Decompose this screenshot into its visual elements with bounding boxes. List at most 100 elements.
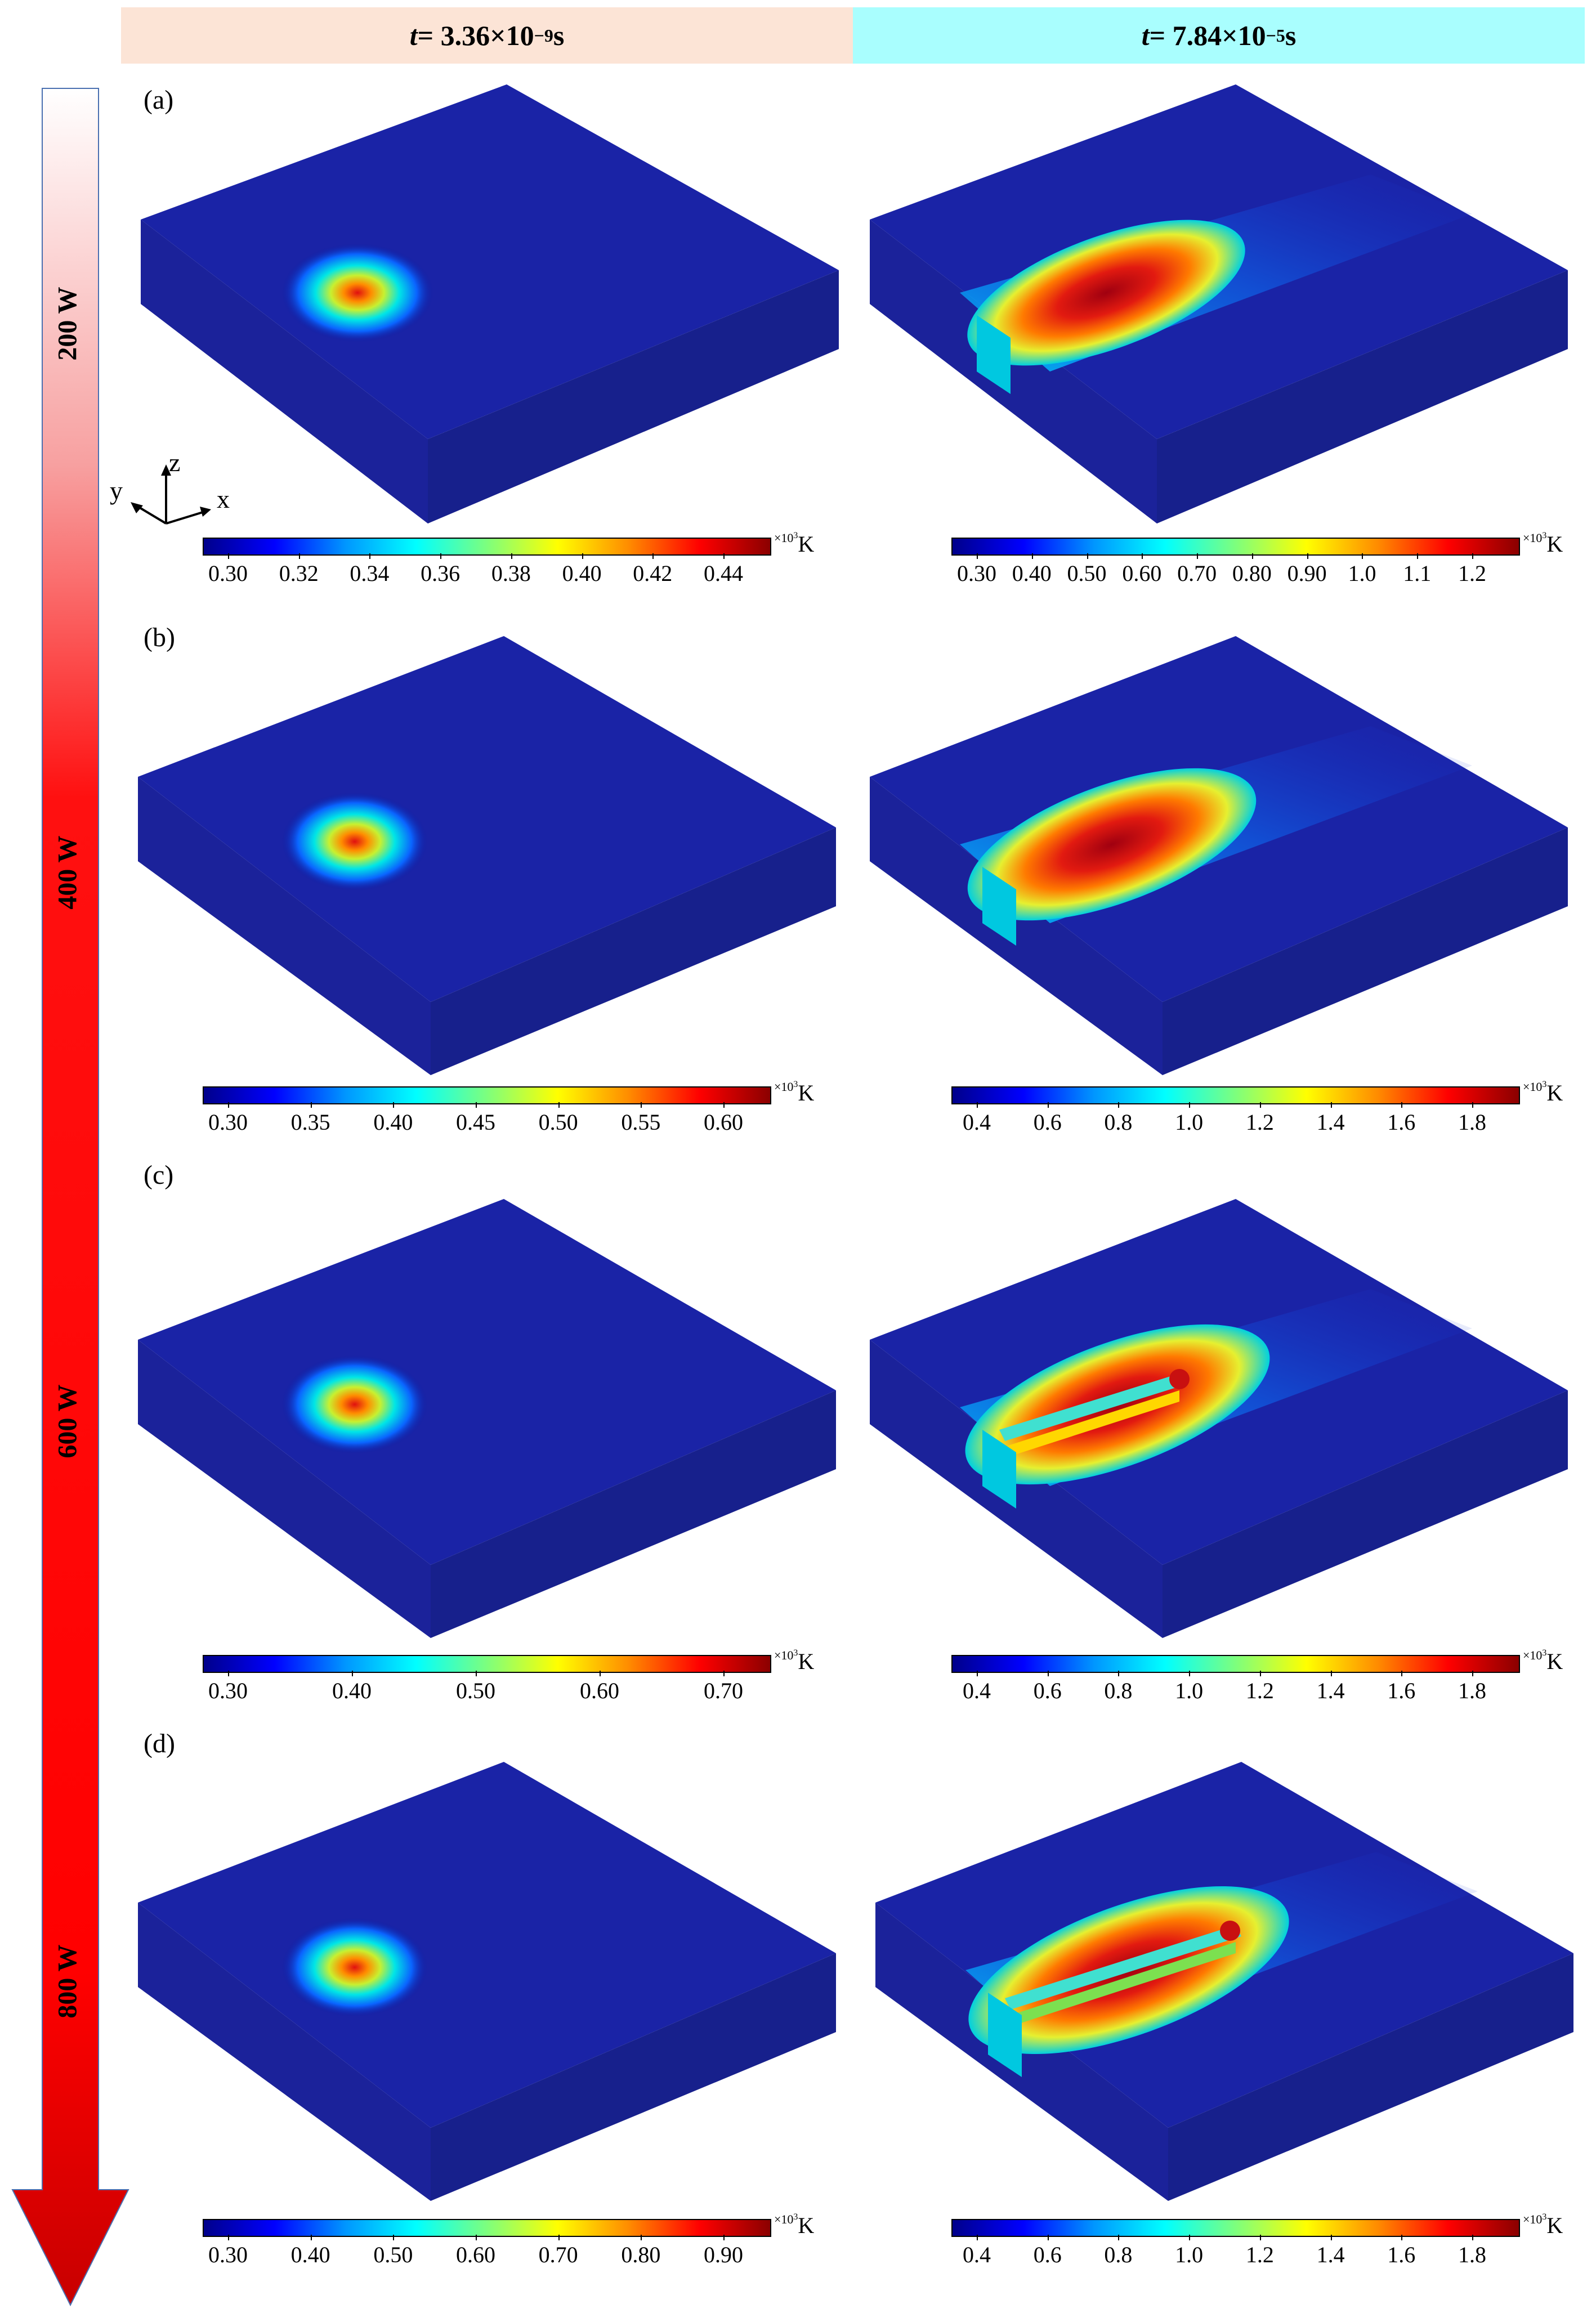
colorbar-unit: ×103K xyxy=(774,1080,815,1106)
colorbar-tick-mark xyxy=(440,553,442,559)
colorbar-tick-label: 0.50 xyxy=(456,1678,495,1703)
block-d-late xyxy=(875,1762,1573,2201)
colorbar-tick-mark xyxy=(310,1102,312,1108)
colorbar-tick-label: 0.4 xyxy=(963,1678,991,1703)
colorbar-tick-mark xyxy=(558,2235,560,2240)
colorbar-b-right: 0.4 0.6 0.8 1.0 1.2 1.4 1.6 1.8 ×103K xyxy=(951,1080,1563,1135)
axis-z-label: z xyxy=(169,448,181,477)
colorbar-tick-label: 0.38 xyxy=(491,561,531,586)
header-right-time: t = 7.84×10 −5 s xyxy=(853,7,1585,64)
colorbar-tick-label: 0.60 xyxy=(456,2242,495,2267)
colorbar-tick-label: 0.50 xyxy=(373,2242,413,2267)
colorbar-gradient xyxy=(951,1086,1520,1104)
colorbar-tick-label: 1.2 xyxy=(1245,1678,1274,1703)
colorbar-tick-label: 1.0 xyxy=(1175,2242,1204,2267)
colorbar-tick-mark xyxy=(1189,1671,1191,1676)
colorbar-tick-label: 1.2 xyxy=(1245,2242,1274,2267)
colorbar-tick-label: 0.45 xyxy=(456,1109,495,1135)
colorbar-tick-label: 0.35 xyxy=(290,1109,330,1135)
colorbar-tick-mark xyxy=(558,1102,560,1108)
colorbar-unit: ×103K xyxy=(1523,2212,1563,2238)
colorbar-tick-mark xyxy=(393,1102,395,1108)
colorbar-tick-label: 1.4 xyxy=(1316,2242,1345,2267)
colorbar-tick-mark xyxy=(977,553,978,559)
colorbar-tick-label: 0.4 xyxy=(963,1109,991,1135)
colorbar-gradient xyxy=(203,538,771,556)
colorbar-unit: ×103K xyxy=(1523,531,1563,557)
panel-label-b: (b) xyxy=(144,623,175,652)
colorbar-tick-mark xyxy=(1417,553,1419,559)
colorbar-tick-mark xyxy=(476,1102,477,1108)
colorbar-tick-mark xyxy=(393,2235,395,2240)
power-text-400: 400 W xyxy=(52,835,83,910)
colorbar-tick-label: 1.1 xyxy=(1403,561,1432,586)
colorbar-tick-mark xyxy=(1330,2235,1332,2240)
colorbar-unit: ×103K xyxy=(774,1648,815,1674)
colorbar-tick-mark xyxy=(1401,1102,1403,1108)
colorbar-tick-label: 0.6 xyxy=(1033,1109,1062,1135)
colorbar-tick-mark xyxy=(641,2235,642,2240)
power-text-600: 600 W xyxy=(52,1384,83,1458)
colorbar-tick-label: 1.4 xyxy=(1316,1678,1345,1703)
block-b-early xyxy=(138,636,836,1075)
colorbar-tick-mark xyxy=(1142,553,1143,559)
colorbar-gradient xyxy=(203,1655,771,1673)
colorbar-tick-label: 1.8 xyxy=(1458,2242,1486,2267)
header-left-exp: −9 xyxy=(534,25,553,46)
colorbar-tick-mark xyxy=(1087,553,1088,559)
colorbar-tick-label: 0.90 xyxy=(1287,561,1327,586)
colorbar-tick-label: 1.2 xyxy=(1245,1109,1274,1135)
block-c-early xyxy=(138,1199,836,1638)
colorbar-tick-mark xyxy=(1472,553,1473,559)
colorbar-tick-mark xyxy=(1197,553,1199,559)
colorbar-unit: ×103K xyxy=(774,2212,815,2238)
colorbar-tick-label: 1.6 xyxy=(1387,1109,1416,1135)
colorbar-tick-mark xyxy=(298,553,300,559)
block-b-late xyxy=(870,636,1568,1075)
colorbar-gradient xyxy=(951,538,1520,556)
colorbar-tick-mark xyxy=(1047,1671,1049,1676)
colorbar-c-right: 0.4 0.6 0.8 1.0 1.2 1.4 1.6 1.8 ×103K xyxy=(951,1648,1563,1703)
colorbar-tick-label: 0.90 xyxy=(704,2242,743,2267)
colorbar-tick-mark xyxy=(1118,1102,1120,1108)
colorbar-tick-mark xyxy=(1472,2235,1473,2240)
colorbar-tick-label: 0.30 xyxy=(208,2242,248,2267)
colorbar-tick-label: 0.34 xyxy=(350,561,390,586)
block-a-early xyxy=(141,84,839,523)
colorbar-tick-mark xyxy=(977,1671,978,1676)
colorbar-tick-label: 0.8 xyxy=(1104,1109,1133,1135)
colorbar-tick-mark xyxy=(723,553,725,559)
colorbar-tick-label: 0.60 xyxy=(704,1109,743,1135)
header-right-eq: = 7.84×10 xyxy=(1149,20,1266,51)
header-right-unit: s xyxy=(1285,20,1297,51)
colorbar-tick-label: 0.6 xyxy=(1033,1678,1062,1703)
header-left-var: t xyxy=(409,20,418,51)
colorbar-tick-mark xyxy=(1047,1102,1049,1108)
colorbar-tick-mark xyxy=(1047,2235,1049,2240)
colorbar-gradient xyxy=(203,2219,771,2237)
colorbar-tick-mark xyxy=(476,1671,477,1676)
colorbar-tick-mark xyxy=(1259,2235,1261,2240)
colorbar-tick-mark xyxy=(1401,1671,1403,1676)
panel-label-d: (d) xyxy=(144,1729,175,1758)
block-a-late xyxy=(870,84,1568,523)
colorbar-tick-label: 0.70 xyxy=(1177,561,1217,586)
colorbar-tick-label: 1.2 xyxy=(1458,561,1486,586)
colorbar-gradient xyxy=(203,1086,771,1104)
axis-x-label: x xyxy=(217,485,230,513)
colorbar-tick-label: 1.8 xyxy=(1458,1109,1486,1135)
colorbar-unit: ×103K xyxy=(774,531,815,557)
panel-label-c: (c) xyxy=(144,1160,174,1190)
colorbar-tick-mark xyxy=(228,1102,229,1108)
colorbar-tick-label: 1.8 xyxy=(1458,1678,1486,1703)
colorbar-tick-label: 0.55 xyxy=(621,1109,661,1135)
colorbar-tick-label: 1.4 xyxy=(1316,1109,1345,1135)
colorbar-tick-label: 1.6 xyxy=(1387,2242,1416,2267)
colorbar-tick-mark xyxy=(352,1671,353,1676)
colorbar-tick-mark xyxy=(1307,553,1308,559)
header-right-exp: −5 xyxy=(1266,25,1285,46)
colorbar-tick-label: 0.30 xyxy=(208,1678,248,1703)
header-right-var: t xyxy=(1141,20,1150,51)
colorbar-tick-mark xyxy=(1189,2235,1191,2240)
colorbar-tick-label: 0.70 xyxy=(704,1678,743,1703)
